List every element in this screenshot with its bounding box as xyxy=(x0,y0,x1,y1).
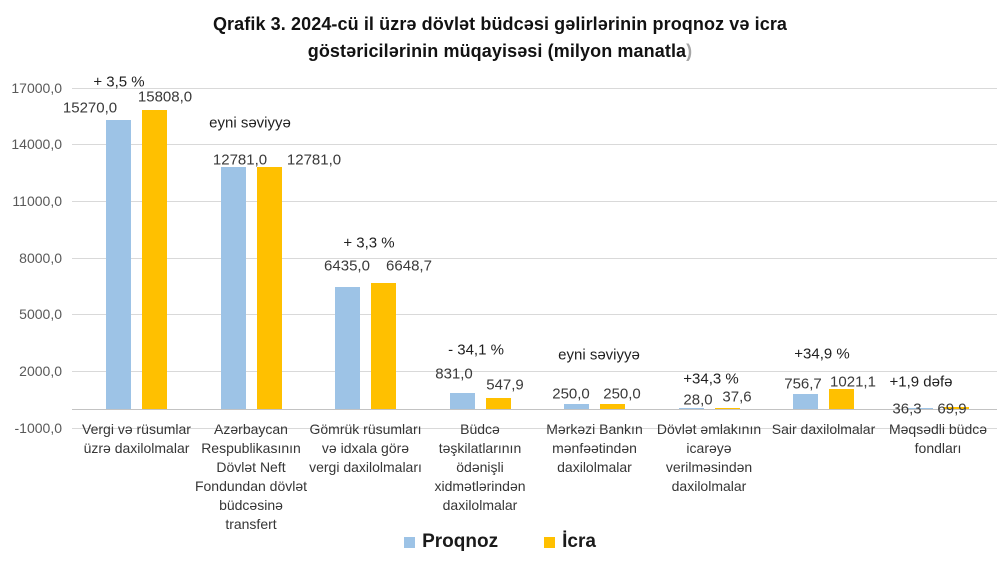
value-label: 250,0 xyxy=(552,385,590,403)
value-label: 547,9 xyxy=(486,376,524,394)
value-label: 250,0 xyxy=(603,385,641,403)
gridline xyxy=(72,370,997,372)
annotation-label: +34,9 % xyxy=(794,345,850,363)
chart-title-line2: göstəricilərinin müqayisəsi (milyon mana… xyxy=(0,38,1000,65)
category-label: Büdcə təşkilatlarının ödənişli xidmətlər… xyxy=(434,421,526,513)
value-label: 831,0 xyxy=(435,365,473,383)
bar-proqnoz xyxy=(449,393,475,409)
legend-swatch-icon xyxy=(404,536,416,548)
bar-proqnoz xyxy=(335,287,360,409)
annotation-label: +34,3 % xyxy=(683,370,739,388)
y-tick-label: 8000,0 xyxy=(19,249,62,266)
bar-icra xyxy=(829,389,854,409)
y-tick-label: 14000,0 xyxy=(11,136,62,153)
legend-label: Proqnoz xyxy=(422,531,499,552)
legend-item-i̇cra: İcra xyxy=(544,531,596,553)
chart-title-line1: Qrafik 3. 2024-cü il üzrə dövlət büdcəsi… xyxy=(212,14,788,34)
annotation-label: eyni səviyyə xyxy=(209,114,291,132)
gridline xyxy=(72,144,997,146)
gridline xyxy=(72,427,997,429)
chart-title-closing-paren: ) xyxy=(686,41,693,61)
value-label: 15270,0 xyxy=(62,99,118,117)
gridline xyxy=(72,201,997,202)
annotation-label: - 34,1 % xyxy=(448,341,504,359)
y-tick-label: 2000,0 xyxy=(19,362,62,379)
legend-label: İcra xyxy=(562,531,596,552)
bar-proqnoz xyxy=(220,167,246,409)
y-tick-label: 11000,0 xyxy=(12,193,62,209)
bar-proqnoz xyxy=(793,394,818,409)
bar-icra xyxy=(943,407,969,409)
value-label: 756,7 xyxy=(784,375,822,393)
value-label: 6648,7 xyxy=(386,257,432,275)
value-label: 36,3 xyxy=(892,400,922,418)
category-label: Vergi və rüsumlar üzrə daxilolmalar xyxy=(82,421,191,456)
x-axis-line xyxy=(72,408,997,410)
category-label: Dövlət əmlakının icarəyə verilməsindən d… xyxy=(656,421,762,494)
category-label: Mərkəzi Bankın mənfəətindən daxilolmalar xyxy=(546,421,643,475)
y-tick-label: 17000,0 xyxy=(11,79,62,96)
legend-item-proqnoz: Proqnoz xyxy=(404,531,498,553)
bar-proqnoz xyxy=(564,404,589,409)
bar-icra xyxy=(142,110,167,409)
value-label: 15808,0 xyxy=(137,88,193,106)
gridline xyxy=(72,87,997,89)
value-label: 28,0 xyxy=(683,391,713,409)
bar-icra xyxy=(485,398,511,409)
value-label: 69,9 xyxy=(937,400,967,418)
category-label: Sair daxilolmalar xyxy=(771,421,876,437)
y-tick-label: 5000,0 xyxy=(19,306,62,323)
category-label: Məqsədli büdcə fondları xyxy=(888,421,988,456)
bar-proqnoz xyxy=(106,120,131,409)
value-label: 6435,0 xyxy=(324,257,370,275)
bar-icra xyxy=(600,404,625,409)
value-label: 1021,1 xyxy=(830,373,876,391)
bar-proqnoz xyxy=(678,408,704,409)
bar-icra xyxy=(371,283,396,409)
chart-title-line2-text: göstəricilərinin müqayisəsi (milyon mana… xyxy=(307,41,687,61)
annotation-label: + 3,5 % xyxy=(93,73,145,91)
bar-icra xyxy=(714,408,740,409)
chart-title: Qrafik 3. 2024-cü il üzrə dövlət büdcəsi… xyxy=(0,11,1000,65)
bar-proqnoz xyxy=(907,408,933,409)
category-label: Azərbaycan Respublikasının Dövlət Neft F… xyxy=(194,421,308,532)
y-tick-label: -1000,0 xyxy=(14,419,62,436)
legend: Proqnoz İcra xyxy=(0,531,1000,553)
annotation-label: + 3,3 % xyxy=(343,234,395,252)
annotation-label: eyni səviyyə xyxy=(558,346,640,364)
annotation-label: +1,9 dəfə xyxy=(889,373,953,391)
category-label: Gömrük rüsumları və idxala görə vergi da… xyxy=(309,421,422,475)
value-label: 37,6 xyxy=(722,388,752,406)
value-label: 12781,0 xyxy=(212,151,268,169)
value-label: 12781,0 xyxy=(286,151,342,169)
legend-swatch-icon xyxy=(544,536,556,548)
bar-icra xyxy=(256,167,282,409)
gridline xyxy=(72,257,997,259)
gridline xyxy=(72,314,997,316)
